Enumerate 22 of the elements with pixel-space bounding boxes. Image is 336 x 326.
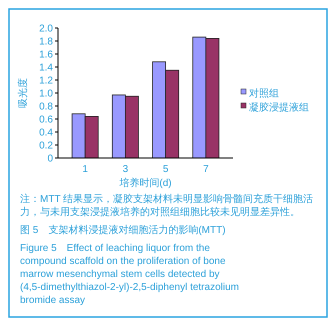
y-tick-label: 1.4 <box>39 62 54 74</box>
y-tick-label: 2.0 <box>39 24 54 34</box>
legend-label: 凝胶浸提液组 <box>249 102 309 114</box>
y-axis-title: 吸光度 <box>17 78 29 108</box>
y-tick-label: 0.4 <box>39 128 54 138</box>
x-tick-label: 7 <box>203 164 210 175</box>
y-tick-label: 1.8 <box>39 36 54 48</box>
y-tick-label: 0.8 <box>39 102 54 112</box>
caption: Figure 5 Effect of leaching liquor from the compound scaffold on the proliferation of bone marrow mesenchymal stem cells detected by (4,5-dimethylthiazol-2-yl)-2,5-diphenyl tetrazolium bromide assay <box>20 243 239 306</box>
x-axis-title: 培养时间(d) <box>118 177 172 189</box>
y-tick-label: 1.6 <box>39 50 54 60</box>
legend-label: 对照组 <box>249 88 279 100</box>
y-tick-label: 0 <box>47 154 54 164</box>
y-tick-label: 1.2 <box>39 76 54 86</box>
y-tick-label: 0.6 <box>39 114 54 126</box>
caption: 图 5 支架材料浸提液对细胞活力的影响(MTT) <box>20 224 226 236</box>
y-tick-label: 1.0 <box>39 88 54 100</box>
text: 注：MTT 结果显示，凝胶支架材料未明显影响骨髓间充质干细胞活力，与未用支架浸提液培养的对照组细胞比较未见明显差异性。 <box>20 193 314 218</box>
y-tick-label: 0.2 <box>39 140 54 152</box>
x-tick-label: 5 <box>162 164 169 175</box>
x-tick-label: 3 <box>122 164 129 175</box>
x-tick-label: 1 <box>82 164 88 175</box>
